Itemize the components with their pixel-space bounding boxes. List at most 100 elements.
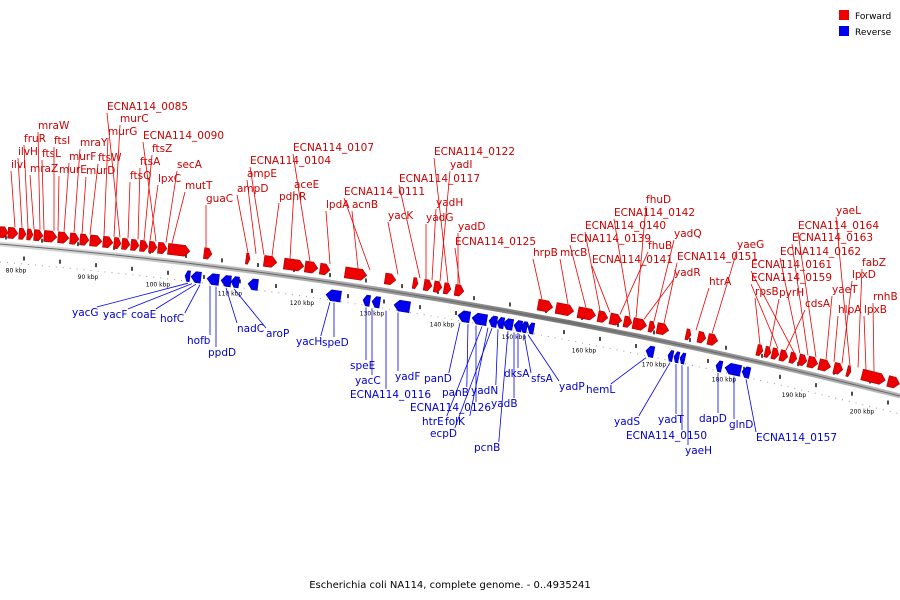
forward-gene-label-acnb: acnB xyxy=(352,199,378,211)
forward-gene-arrow xyxy=(383,272,397,286)
reverse-gene-leader xyxy=(610,357,647,385)
forward-gene-leader xyxy=(635,205,647,318)
reverse-gene-label-nadc: nadC xyxy=(237,323,264,335)
forward-gene-arrow xyxy=(167,243,191,257)
genome-caption: Escherichia coli NA114, complete genome.… xyxy=(309,580,591,591)
forward-gene-arrow xyxy=(26,228,34,241)
tick-label-190-kbp: 190 kbp xyxy=(782,392,807,399)
reverse-gene-label-pand: panD xyxy=(424,373,452,385)
forward-gene-arrow xyxy=(303,260,319,274)
forward-gene-label-cdsa: cdsA xyxy=(805,298,831,310)
reverse-gene-arrow xyxy=(502,318,515,331)
forward-gene-label-ftsw: ftsW xyxy=(98,152,122,164)
forward-gene-label-murg: murG xyxy=(108,126,137,138)
reverse-gene-arrow xyxy=(645,345,656,359)
forward-gene-leader xyxy=(663,262,678,324)
forward-gene-leader xyxy=(750,283,779,349)
forward-gene-label-lpxc: lpxC xyxy=(158,173,181,185)
reverse-gene-arrow xyxy=(325,289,342,303)
forward-gene-leader xyxy=(63,162,70,232)
forward-gene-label-rpsb: rpsB xyxy=(755,286,779,298)
forward-gene-label-ecna114-0151: ECNA114_0151 xyxy=(677,251,758,263)
reverse-gene-arrow xyxy=(206,273,220,286)
forward-gene-leader xyxy=(81,176,87,234)
reverse-gene-label-coae: coaE xyxy=(131,309,156,321)
forward-gene-leader xyxy=(569,244,587,308)
forward-gene-arrow xyxy=(755,344,764,357)
forward-gene-label-ftsl: ftsL xyxy=(42,148,61,160)
forward-gene-arrow xyxy=(282,257,305,272)
forward-gene-arrow xyxy=(631,317,648,331)
forward-gene-label-ecna114-0164: ECNA114_0164 xyxy=(798,220,879,232)
forward-gene-label-mutt: mutT xyxy=(185,180,213,192)
forward-gene-label-ecna114-0140: ECNA114_0140 xyxy=(585,220,666,232)
reverse-gene-arrow xyxy=(667,350,675,362)
forward-gene-label-mraz: mraZ xyxy=(30,163,58,175)
forward-gene-label-murc: murC xyxy=(120,113,149,125)
forward-gene-leader xyxy=(41,159,45,230)
forward-gene-label-hrpb: hrpB xyxy=(533,247,558,259)
reverse-gene-leader xyxy=(527,334,560,382)
forward-gene-arrow xyxy=(797,353,808,367)
forward-gene-label-fabz: fabZ xyxy=(862,257,886,269)
reverse-gene-leader xyxy=(638,362,671,417)
reverse-gene-leader xyxy=(127,283,193,310)
forward-gene-label-seca: secA xyxy=(177,159,203,171)
reverse-gene-label-sfsa: sfsA xyxy=(531,373,554,385)
forward-gene-arrow xyxy=(203,247,213,260)
reverse-gene-label-hofb: hofb xyxy=(187,335,211,347)
legend-reverse-swatch xyxy=(839,26,849,36)
forward-gene-leader xyxy=(113,124,121,237)
reverse-gene-leader xyxy=(498,331,509,443)
reverse-gene-label-yadp: yadP xyxy=(559,381,585,393)
reverse-gene-leader xyxy=(225,287,238,324)
forward-gene-label-yaet: yaeT xyxy=(832,284,858,296)
forward-gene-leader xyxy=(643,278,675,320)
forward-gene-arrow xyxy=(554,302,575,317)
forward-gene-label-yadq: yadQ xyxy=(674,228,702,240)
forward-gene-label-ecna114-0111: ECNA114_0111 xyxy=(344,186,425,198)
forward-gene-leader xyxy=(165,170,178,243)
forward-gene-arrow xyxy=(608,312,623,326)
forward-gene-arrow xyxy=(411,277,419,290)
reverse-gene-label-yadf: yadF xyxy=(395,371,420,383)
reverse-gene-arrow xyxy=(184,270,191,283)
forward-gene-label-pdhr: pdhR xyxy=(279,191,306,203)
forward-gene-label-yadr: yadR xyxy=(674,267,701,279)
forward-gene-arrow xyxy=(343,266,368,281)
forward-gene-arrow xyxy=(7,226,19,239)
forward-gene-arrow xyxy=(318,262,331,276)
forward-gene-leader xyxy=(246,179,257,254)
reverse-gene-arrow xyxy=(471,312,489,327)
forward-gene-leader xyxy=(769,298,780,347)
forward-gene-label-yadg: yadG xyxy=(426,212,453,224)
reverse-gene-arrow xyxy=(230,276,240,289)
forward-gene-arrow xyxy=(43,230,58,243)
reverse-gene-label-dapd: dapD xyxy=(699,413,727,425)
reverse-gene-label-hofc: hofC xyxy=(160,313,184,325)
reverse-gene-label-arop: aroP xyxy=(266,328,289,340)
reverse-gene-arrow xyxy=(496,317,506,330)
reverse-gene-label-htre: htrE xyxy=(422,416,444,428)
forward-gene-leader xyxy=(271,202,280,256)
forward-gene-label-yadh: yadH xyxy=(436,197,463,209)
forward-gene-leader xyxy=(613,218,631,317)
forward-gene-arrow xyxy=(696,330,707,344)
forward-gene-label-acee: aceE xyxy=(294,179,319,191)
forward-gene-leader xyxy=(17,157,23,228)
reverse-gene-arrow xyxy=(393,299,411,314)
forward-gene-label-lpxd: lpxD xyxy=(852,269,876,281)
reverse-gene-leader xyxy=(523,333,532,374)
forward-gene-leader xyxy=(387,221,399,275)
forward-gene-arrow xyxy=(432,280,443,293)
reverse-gene-label-folk: folK xyxy=(445,416,466,428)
tick-label-140-kbp: 140 kbp xyxy=(430,322,455,329)
reverse-gene-leader xyxy=(454,328,493,429)
tick-label-170-kbp: 170 kbp xyxy=(642,361,667,368)
reverse-gene-leader xyxy=(469,327,489,417)
forward-gene-label-ecna114-0161: ECNA114_0161 xyxy=(751,259,832,271)
forward-gene-label-ilvh: ilvH xyxy=(18,146,38,158)
forward-gene-leader xyxy=(171,191,186,244)
reverse-gene-arrow xyxy=(724,362,743,377)
